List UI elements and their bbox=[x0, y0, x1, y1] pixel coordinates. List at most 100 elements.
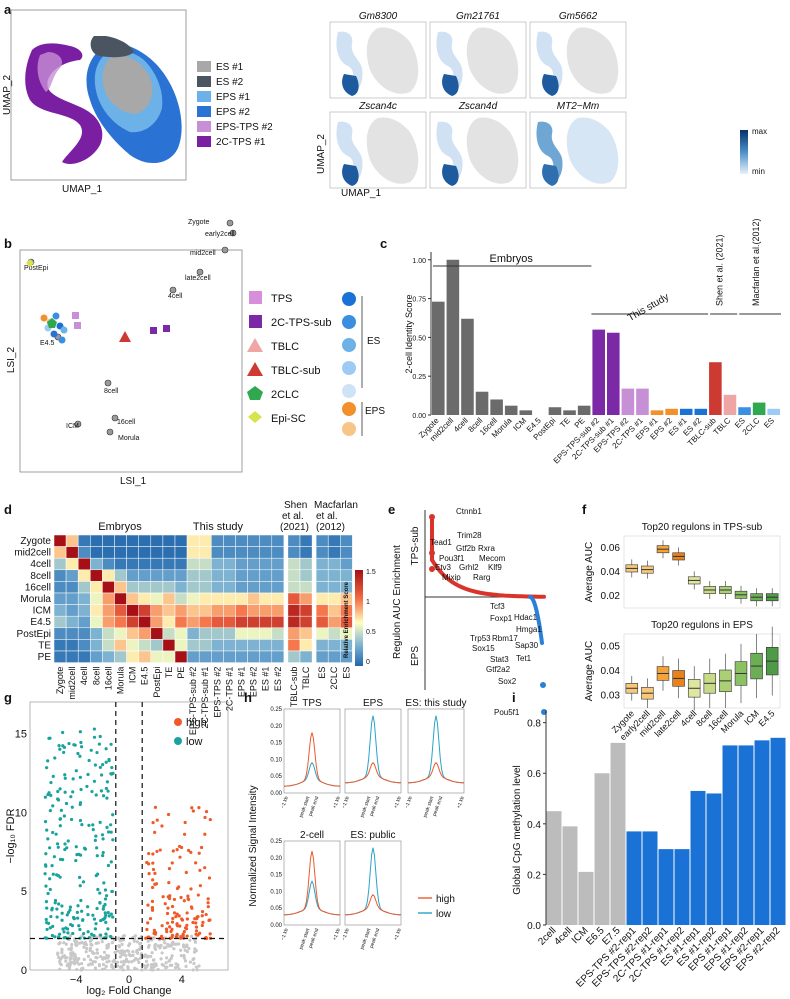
volcano-point-low bbox=[62, 750, 66, 755]
heatmap-cell bbox=[211, 581, 224, 594]
volcano-point-high bbox=[150, 908, 155, 912]
volcano-point-low bbox=[78, 754, 82, 758]
profile-title: EPS bbox=[363, 698, 383, 709]
chart-c-bar bbox=[694, 408, 708, 415]
profile-xtick-label: −1 kb bbox=[341, 795, 351, 809]
heatmap-cell bbox=[340, 569, 353, 582]
volcano-point-low bbox=[73, 743, 77, 747]
feature-hotspot bbox=[542, 164, 559, 186]
volcano-point-ns bbox=[115, 960, 120, 964]
volcano-point-high bbox=[167, 867, 172, 871]
lsi-2c-tps-sub-point bbox=[150, 327, 157, 334]
profile-frame bbox=[407, 708, 465, 794]
volcano-point-low bbox=[56, 845, 60, 849]
volcano-point-low bbox=[56, 789, 60, 794]
volcano-point-high bbox=[161, 936, 165, 941]
volcano-point-ns bbox=[179, 948, 183, 952]
volcano-point-low bbox=[105, 825, 109, 829]
volcano-point-high bbox=[185, 911, 189, 915]
volcano-point-ns bbox=[150, 951, 154, 955]
volcano-point-ns bbox=[151, 968, 155, 972]
volcano-point-low bbox=[71, 777, 75, 781]
profile-low-line bbox=[283, 880, 341, 916]
lsi-tps-point bbox=[72, 312, 79, 319]
heatmap-cell bbox=[211, 615, 224, 629]
heatmap-cell bbox=[102, 581, 115, 594]
legend-a-swatch bbox=[197, 91, 211, 102]
lsi-embryo-point bbox=[106, 428, 114, 436]
regulon-red-label: Mecom bbox=[479, 554, 506, 563]
volcano-point-ns bbox=[70, 943, 74, 947]
heatmap-cell bbox=[235, 581, 248, 594]
lsi-embryo-point bbox=[229, 229, 237, 237]
heatmap-cell bbox=[299, 650, 313, 663]
heatmap-col-label: ES #2 bbox=[273, 667, 283, 692]
profile-xtick-label: +1 kb bbox=[393, 927, 403, 941]
heatmap-cell bbox=[299, 557, 313, 571]
volcano-point-ns bbox=[110, 963, 114, 967]
box-panel-title: Top20 regulons in TPS-sub bbox=[642, 522, 763, 533]
heatmap-cell bbox=[287, 569, 301, 582]
heatmap-cell bbox=[247, 615, 260, 629]
heatmap-cell bbox=[53, 604, 67, 617]
volcano-point-high bbox=[167, 881, 171, 885]
lsi-point-label: 4cell bbox=[168, 293, 183, 300]
volcano-point-ns bbox=[138, 942, 142, 946]
volcano-point-low bbox=[49, 793, 53, 797]
volcano-point-ns bbox=[135, 950, 139, 954]
volcano-point-ns bbox=[67, 947, 71, 951]
heatmap-cell bbox=[114, 592, 127, 605]
heatmap-cell bbox=[327, 581, 341, 594]
volcano-point-low bbox=[62, 936, 66, 940]
heatmap-col-label: ES bbox=[317, 667, 327, 679]
volcano-legend-high-dot bbox=[174, 718, 182, 726]
volcano-point-high bbox=[182, 832, 187, 836]
chart-c: 0.00 0.25 0.50 0.75 1.00 2-cell Identity Scor… bbox=[404, 218, 781, 465]
legend-b-swatch bbox=[247, 338, 263, 352]
volcano-point-low bbox=[48, 926, 52, 930]
volcano-point-low bbox=[106, 863, 111, 868]
heatmap-cell bbox=[53, 615, 67, 629]
heatmap-cell bbox=[235, 546, 248, 559]
volcano-point-ns bbox=[131, 953, 135, 957]
volcano-point-high bbox=[147, 872, 151, 876]
heatmap-col-label: TBLC-sub bbox=[289, 667, 299, 708]
volcano-point-ns bbox=[156, 944, 160, 948]
umap-ylabel: UMAP_2 bbox=[2, 75, 13, 115]
heatmap-cell bbox=[150, 604, 164, 617]
volcano-point-ns bbox=[179, 954, 183, 958]
heatmap-cell bbox=[259, 557, 273, 571]
profile-legend-low: low bbox=[436, 909, 452, 920]
volcano-point-ns bbox=[181, 945, 186, 949]
volcano-point-low bbox=[75, 910, 79, 914]
volcano-point-ns bbox=[72, 962, 77, 966]
volcano-point-ns bbox=[137, 960, 141, 965]
volcano-point-ns bbox=[185, 949, 190, 954]
heatmap-cell bbox=[53, 592, 67, 605]
heatmap-cell bbox=[223, 592, 236, 605]
volcano-point-low bbox=[43, 872, 47, 876]
volcano-point-ns bbox=[146, 939, 150, 943]
lsi-point-label: Morula bbox=[118, 435, 140, 442]
feature-frame bbox=[529, 111, 627, 189]
volcano-point-low bbox=[92, 933, 96, 938]
volcano-point-low bbox=[86, 930, 90, 934]
volcano-point-high bbox=[182, 899, 186, 903]
chart-c-bar bbox=[475, 391, 489, 415]
legend-b-es-dot bbox=[342, 338, 356, 352]
volcano-point-low bbox=[58, 932, 62, 936]
legend-b-label: TBLC-sub bbox=[271, 365, 321, 377]
heatmap-cell bbox=[211, 604, 224, 617]
volcano-point-ns bbox=[175, 942, 179, 946]
volcano-point-ns bbox=[84, 950, 88, 954]
heatmap-cell bbox=[126, 581, 139, 594]
heatmap-cell bbox=[315, 581, 329, 594]
heatmap-cell bbox=[150, 557, 164, 571]
heatmap-col-label: mid2cell bbox=[67, 667, 77, 700]
volcano-point-high bbox=[153, 805, 158, 809]
volcano-point-high bbox=[194, 861, 198, 865]
volcano-point-ns bbox=[133, 966, 137, 970]
volcano-point-low bbox=[101, 837, 105, 841]
heatmap-cell bbox=[223, 650, 236, 663]
heatmap-cell bbox=[90, 569, 103, 582]
